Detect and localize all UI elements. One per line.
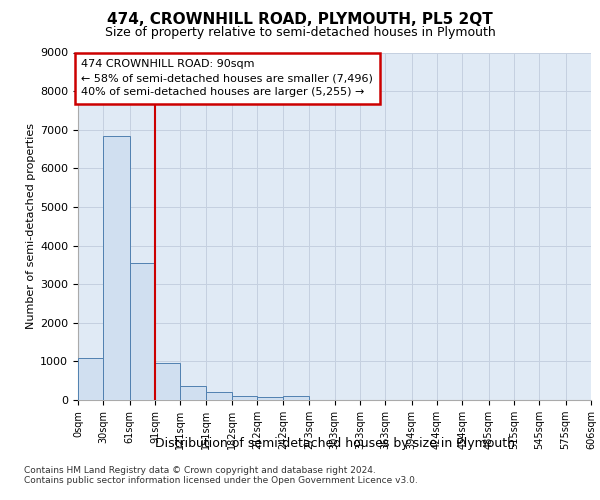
Bar [232,396,257,400]
Bar [103,136,130,400]
Bar [155,364,181,400]
Bar [283,396,309,400]
Text: Distribution of semi-detached houses by size in Plymouth: Distribution of semi-detached houses by … [155,438,515,450]
Bar [206,392,232,400]
Text: Contains public sector information licensed under the Open Government Licence v3: Contains public sector information licen… [24,476,418,485]
Text: Size of property relative to semi-detached houses in Plymouth: Size of property relative to semi-detach… [104,26,496,39]
Text: 474, CROWNHILL ROAD, PLYMOUTH, PL5 2QT: 474, CROWNHILL ROAD, PLYMOUTH, PL5 2QT [107,12,493,28]
Text: 474 CROWNHILL ROAD: 90sqm
← 58% of semi-detached houses are smaller (7,496)
40% : 474 CROWNHILL ROAD: 90sqm ← 58% of semi-… [82,60,373,98]
Text: Contains HM Land Registry data © Crown copyright and database right 2024.: Contains HM Land Registry data © Crown c… [24,466,376,475]
Bar [181,386,206,400]
Bar [257,397,283,400]
Bar [78,358,103,400]
Y-axis label: Number of semi-detached properties: Number of semi-detached properties [26,123,36,329]
Bar [130,263,155,400]
